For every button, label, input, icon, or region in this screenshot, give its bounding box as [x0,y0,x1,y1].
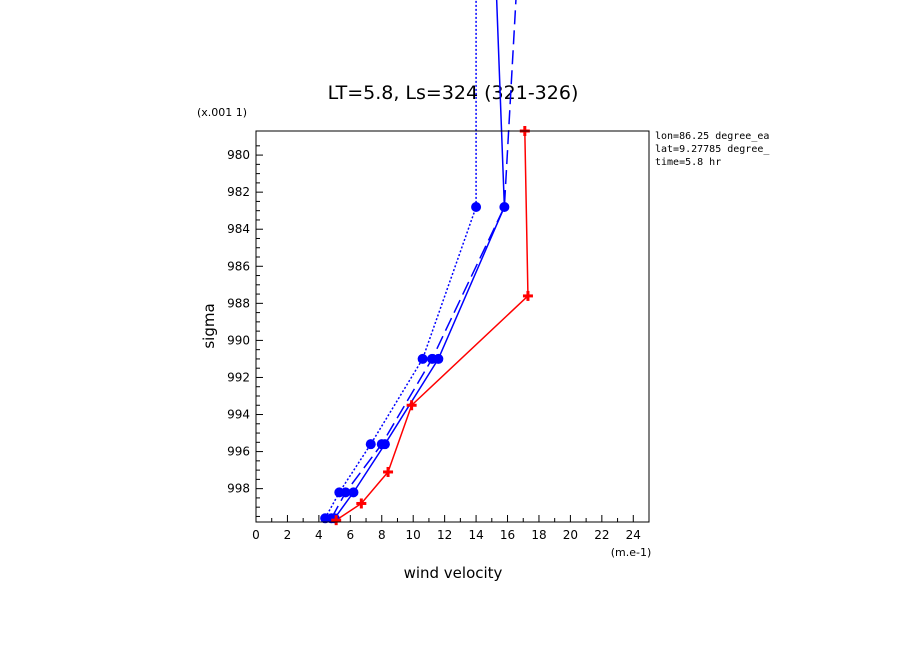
x-tick-label: 6 [346,528,354,542]
y-tick-label: 998 [227,482,250,496]
axis-ticks: 0 2 4 6 8 10 12 14 16 18 20 22 249809829849869889909… [227,145,641,542]
series-1-point [417,353,428,364]
y-tick-label: 982 [227,185,250,199]
x-axis-label: wind velocity [404,564,503,582]
x-tick-label: 4 [315,528,323,542]
series-layer [324,0,529,521]
y-tick-label: 984 [227,222,250,236]
series-4-point [406,400,417,411]
series-1-point [471,201,482,212]
series-line-1 [324,0,477,519]
x-tick-label: 16 [500,528,515,542]
series-4-point [356,498,367,509]
x-tick-label: 0 [252,528,260,542]
annotation-lat: lat=9.27785 degree_ [655,144,770,155]
series-line-2 [333,0,506,519]
chart-title: LT=5.8, Ls=324 (321-326) [328,82,579,104]
series-2-point [348,487,359,498]
series-4-point [383,466,394,477]
y-axis-units: (x.001 1) [197,106,247,119]
series-line-4 [335,130,529,521]
x-tick-label: 18 [531,528,546,542]
series-line-3 [330,0,517,519]
marker-layer [320,126,533,526]
y-tick-label: 996 [227,445,250,459]
annotation-time: time=5.8 hr [655,157,721,168]
annotation-lon: lon=86.25 degree_ea [655,131,769,142]
x-tick-label: 22 [594,528,609,542]
series-4-point [522,290,533,301]
x-tick-label: 12 [437,528,452,542]
series-3-point [340,487,351,498]
series-3-point [427,353,438,364]
y-axis-label: sigma [200,303,218,348]
y-tick-label: 980 [227,148,250,162]
plot-frame [255,130,650,523]
x-tick-label: 20 [563,528,578,542]
series-4-point [331,515,342,526]
series-1-point [365,439,376,450]
y-tick-label: 994 [227,408,250,422]
series-3-point [376,439,387,450]
series-2-point [499,201,510,212]
x-tick-label: 10 [406,528,421,542]
x-tick-label: 8 [378,528,386,542]
y-tick-label: 988 [227,296,250,310]
x-axis-units: (m.e-1) [611,546,652,559]
y-tick-label: 990 [227,333,250,347]
x-tick-label: 24 [626,528,641,542]
x-tick-label: 2 [284,528,292,542]
y-tick-label: 986 [227,259,250,273]
x-tick-label: 14 [468,528,483,542]
y-tick-label: 992 [227,370,250,384]
